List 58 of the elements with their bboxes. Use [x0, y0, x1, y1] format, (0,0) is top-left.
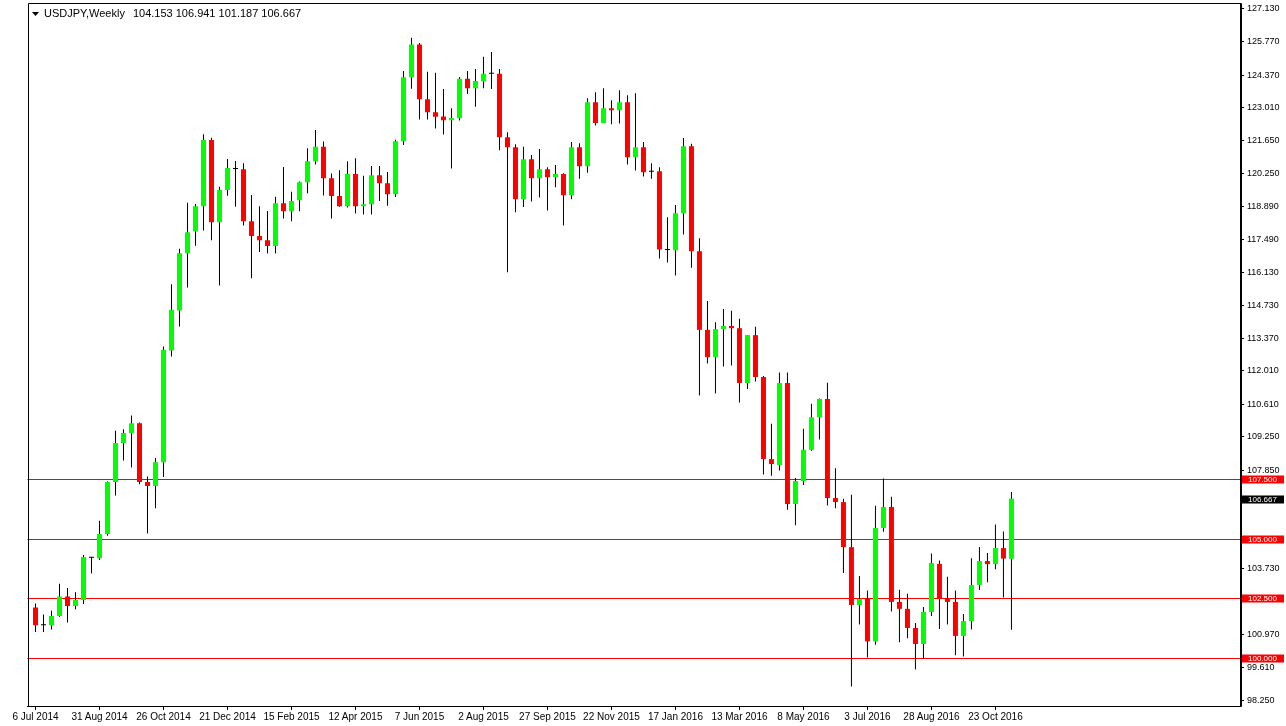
x-tick-label: 21 Dec 2014: [199, 710, 257, 722]
ref-line-label: 107.500: [1248, 475, 1278, 485]
y-tick-label: 121.650: [1247, 134, 1280, 145]
y-tick-label: 117.490: [1247, 234, 1279, 245]
y-tick-label: 112.010: [1247, 365, 1279, 376]
candlestick: [232, 160, 238, 207]
y-tick-label: 109.250: [1247, 431, 1280, 442]
x-tick-label: 7 Jun 2015: [394, 710, 445, 722]
y-tick-label: 116.130: [1247, 266, 1279, 277]
x-tick-label: 15 Feb 2015: [263, 710, 320, 722]
candlestick: [360, 175, 366, 215]
y-tick-label: 118.890: [1247, 200, 1279, 211]
candlestick: [648, 163, 654, 179]
x-tick-label: 12 Apr 2015: [328, 710, 383, 722]
candlestick: [256, 206, 262, 253]
candlestick: [720, 309, 726, 367]
candlestick: [768, 423, 774, 476]
x-tick-label: 8 May 2016: [777, 710, 831, 722]
y-tick-label: 113.370: [1247, 332, 1279, 343]
y-tick-label: 124.370: [1247, 69, 1280, 80]
candlestick: [664, 217, 670, 263]
y-tick-label: 123.010: [1247, 102, 1280, 113]
y-tick-label: 100.970: [1247, 629, 1280, 640]
y-tick-label: 99.610: [1247, 661, 1275, 672]
y-tick-label: 107.850: [1247, 464, 1280, 475]
x-tick-label: 23 Oct 2016: [968, 710, 1024, 722]
x-tick-label: 26 Oct 2014: [136, 710, 192, 722]
y-tick-label: 120.250: [1247, 168, 1280, 179]
x-tick-label: 22 Nov 2015: [583, 710, 641, 722]
ref-line-label: 105.000: [1248, 535, 1278, 545]
y-tick-label: 110.610: [1247, 398, 1279, 409]
ref-line-label: 100.000: [1248, 654, 1278, 664]
x-tick-label: 28 Aug 2016: [903, 710, 960, 722]
chart-title: USDJPY,Weekly: [44, 7, 125, 20]
x-tick-label: 2 Aug 2015: [458, 710, 510, 722]
y-tick-label: 103.730: [1247, 563, 1280, 574]
y-tick-label: 98.250: [1247, 694, 1275, 705]
y-tick-label: 127.130: [1247, 3, 1280, 14]
x-tick-label: 31 Aug 2014: [71, 710, 129, 722]
candlestick: [440, 88, 446, 135]
candlestick: [608, 100, 614, 125]
candlestick: [728, 310, 734, 366]
candlestick: [488, 52, 494, 89]
ref-line-label: 102.500: [1248, 594, 1278, 604]
y-tick-label: 125.770: [1247, 36, 1280, 47]
x-tick-label: 3 Jul 2016: [844, 710, 891, 722]
candlestick: [432, 72, 438, 129]
candlestick: [448, 108, 454, 169]
x-tick-label: 6 Jul 2014: [12, 710, 60, 722]
chart-subtitle: 104.153 106.941 101.187 106.667: [132, 7, 302, 20]
x-tick-label: 13 Mar 2016: [711, 710, 768, 722]
candlestick: [984, 553, 990, 583]
x-tick-label: 27 Sep 2015: [519, 710, 577, 722]
text: 106.667: [1248, 495, 1278, 505]
candlestick: [41, 614, 46, 633]
candlestick: [504, 132, 510, 273]
x-tick-label: 17 Jan 2016: [647, 710, 704, 722]
y-tick-label: 114.730: [1247, 300, 1279, 311]
